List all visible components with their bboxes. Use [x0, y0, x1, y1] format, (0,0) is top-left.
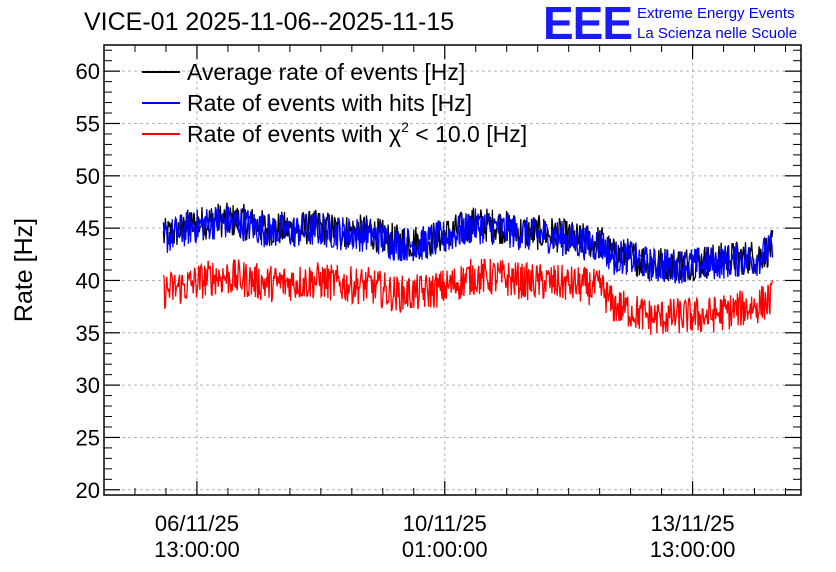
series-line-hits — [162, 206, 774, 284]
y-tick-label: 35 — [76, 321, 100, 346]
x-tick-label-date: 06/11/25 — [155, 511, 239, 536]
x-tick-label-time: 13:00:00 — [154, 537, 240, 562]
eee-logo: EEE — [543, 0, 633, 49]
legend-label-average: Average rate of events [Hz] — [187, 59, 465, 85]
series-layer — [162, 202, 774, 335]
y-tick-label: 60 — [76, 59, 100, 84]
legend: Average rate of events [Hz] Rate of event… — [142, 59, 527, 147]
y-tick-label: 55 — [76, 111, 100, 136]
y-tick-label: 30 — [76, 373, 100, 398]
chart-title: VICE-01 2025-11-06--2025-11-15 — [84, 8, 455, 36]
series-line-chi2 — [162, 258, 774, 335]
x-tick-label-date: 10/11/25 — [403, 511, 487, 536]
legend-label-hits: Rate of events with hits [Hz] — [187, 90, 472, 116]
logo-line-2: La Scienza nelle Scuole — [637, 25, 798, 42]
axes: 20253035404550556006/11/2513:00:0010/11/… — [76, 45, 801, 562]
legend-label-chi2: Rate of events with χ2 < 10.0 [Hz] — [187, 119, 527, 147]
y-tick-label: 40 — [76, 268, 100, 293]
y-tick-label: 25 — [76, 425, 100, 450]
y-axis-label: Rate [Hz] — [10, 218, 38, 322]
x-tick-label-date: 13/11/25 — [651, 511, 735, 536]
logo-line-1: Extreme Energy Events — [637, 5, 795, 22]
x-tick-label-time: 13:00:00 — [650, 537, 736, 562]
y-tick-label: 45 — [76, 216, 100, 241]
y-tick-label: 20 — [76, 478, 100, 503]
y-tick-label: 50 — [76, 164, 100, 189]
x-tick-label-time: 01:00:00 — [402, 537, 488, 562]
